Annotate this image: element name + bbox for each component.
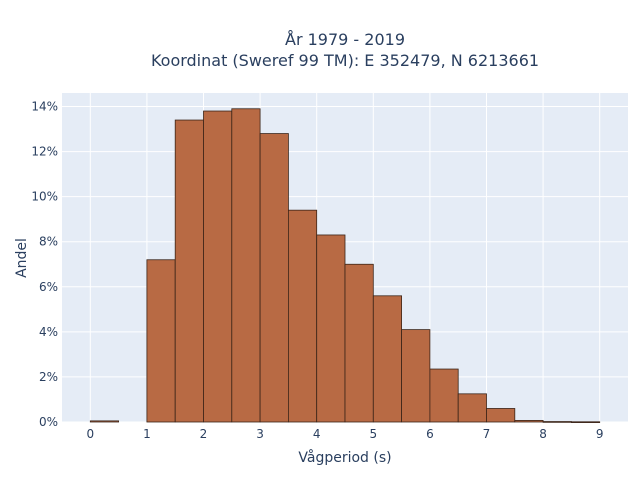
- chart-title-line2: Koordinat (Sweref 99 TM): E 352479, N 62…: [151, 51, 539, 70]
- y-tick-label: 14%: [31, 100, 58, 114]
- histogram-bar: [344, 263, 374, 423]
- y-tick-label: 12%: [31, 145, 58, 159]
- x-tick-label: 5: [369, 427, 377, 441]
- histogram-bar: [203, 110, 233, 423]
- histogram-bar: [457, 393, 487, 423]
- y-tick-label: 8%: [39, 235, 58, 249]
- y-tick-label: 10%: [31, 190, 58, 204]
- histogram-bar: [174, 119, 204, 423]
- y-tick-label: 4%: [39, 325, 58, 339]
- x-axis-title: Vågperiod (s): [298, 449, 391, 466]
- histogram-bar: [287, 209, 318, 423]
- y-axis-ticks: 0% 2% 4% 6% 8% 10% 12% 14%: [31, 100, 58, 429]
- y-tick-label: 0%: [39, 415, 58, 429]
- histogram-bar: [571, 421, 601, 423]
- x-tick-label: 4: [313, 427, 321, 441]
- y-tick-label: 6%: [39, 280, 58, 294]
- histogram-bar: [542, 421, 572, 423]
- histogram-bar: [372, 295, 402, 423]
- x-tick-label: 0: [86, 427, 94, 441]
- histogram-bar: [514, 420, 544, 423]
- x-tick-label: 8: [539, 427, 547, 441]
- x-tick-label: 9: [596, 427, 604, 441]
- x-axis-ticks: 0 1 2 3 4 5 6 7 8 9: [86, 427, 603, 441]
- x-tick-label: 1: [143, 427, 151, 441]
- histogram-bar: [231, 108, 261, 423]
- histogram-bar: [316, 234, 346, 423]
- histogram-bar: [429, 368, 459, 423]
- x-tick-label: 3: [256, 427, 264, 441]
- x-tick-label: 7: [483, 427, 491, 441]
- histogram-bar: [89, 420, 120, 423]
- histogram-bar: [259, 133, 289, 423]
- y-tick-label: 2%: [39, 370, 58, 384]
- histogram-bar: [486, 408, 516, 423]
- histogram-bar: [146, 259, 176, 423]
- chart-title-line1: År 1979 - 2019: [285, 30, 405, 49]
- histogram-bar: [401, 329, 431, 423]
- x-tick-label: 6: [426, 427, 434, 441]
- bars: [89, 108, 601, 423]
- x-tick-label: 2: [200, 427, 208, 441]
- y-axis-title: Andel: [14, 238, 30, 278]
